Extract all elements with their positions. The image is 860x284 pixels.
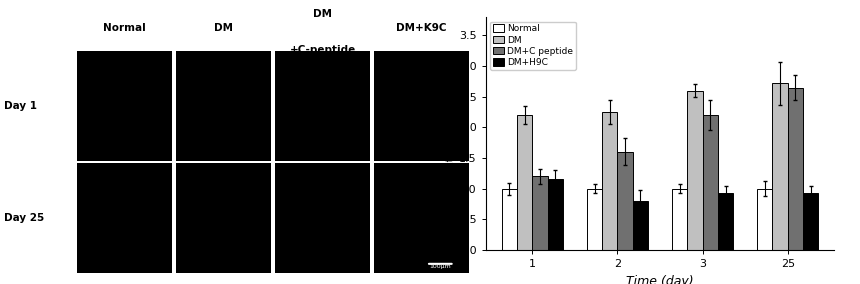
Bar <box>517 115 532 250</box>
Y-axis label: FITC-dextran intensity (fold): FITC-dextran intensity (fold) <box>446 60 457 206</box>
Text: Normal: Normal <box>103 23 146 33</box>
Bar <box>672 189 687 250</box>
Text: Day 25: Day 25 <box>4 213 45 223</box>
Bar <box>788 87 803 250</box>
Bar <box>548 179 563 250</box>
Text: Day 1: Day 1 <box>4 101 37 111</box>
X-axis label: Time (day): Time (day) <box>626 275 694 284</box>
Text: +C-peptide: +C-peptide <box>289 45 356 55</box>
Text: DM: DM <box>214 23 233 33</box>
Bar <box>587 189 602 250</box>
Bar <box>757 189 772 250</box>
Bar <box>718 193 734 250</box>
Bar <box>633 201 648 250</box>
Text: DM: DM <box>313 9 332 18</box>
Text: 100μm: 100μm <box>429 264 452 269</box>
Bar <box>687 91 703 250</box>
Bar <box>803 193 819 250</box>
Bar <box>532 176 548 250</box>
Text: DM+K9C: DM+K9C <box>396 23 446 33</box>
Legend: Normal, DM, DM+C peptide, DM+H9C: Normal, DM, DM+C peptide, DM+H9C <box>490 22 576 70</box>
Bar <box>617 152 633 250</box>
Bar <box>772 83 788 250</box>
Bar <box>703 115 718 250</box>
Bar <box>602 112 617 250</box>
Bar <box>501 189 517 250</box>
